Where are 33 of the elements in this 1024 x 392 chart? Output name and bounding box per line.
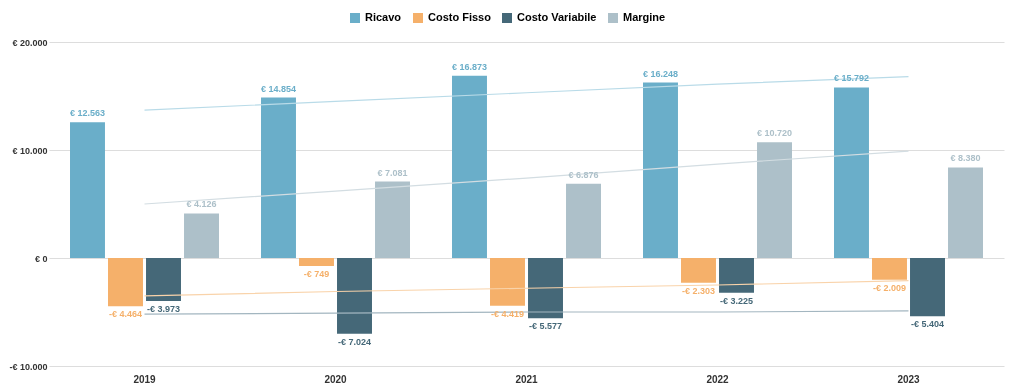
data-label: € 15.792: [833, 73, 870, 84]
data-label: € 16.873: [451, 61, 488, 72]
data-label: € 6.876: [568, 169, 599, 180]
x-tick-label: 2022: [706, 373, 730, 385]
x-tick-label: 2021: [515, 373, 539, 385]
data-label: -€ 2.009: [872, 282, 907, 293]
y-tick-label: € 10.000: [12, 145, 48, 156]
y-tick-label: € 0: [34, 253, 48, 264]
data-label: € 12.563: [69, 108, 106, 119]
data-label: € 7.081: [377, 167, 408, 178]
data-label: -€ 3.225: [719, 295, 754, 306]
legend-label: Costo Fisso: [428, 11, 492, 23]
data-label: -€ 5.404: [910, 319, 945, 330]
data-label: -€ 5.577: [528, 321, 563, 332]
x-tick-label: 2023: [897, 373, 921, 385]
legend-label: Costo Variabile: [517, 11, 597, 23]
data-label: -€ 7.024: [337, 336, 372, 347]
legend-label: Margine: [623, 11, 666, 23]
data-label: -€ 4.464: [108, 309, 143, 320]
data-label: -€ 749: [303, 269, 330, 280]
data-label: € 8.380: [950, 153, 981, 164]
data-label: € 4.126: [186, 199, 217, 210]
data-label: € 16.248: [642, 68, 679, 79]
legend-label: Ricavo: [365, 11, 402, 23]
x-tick-label: 2019: [133, 373, 157, 385]
y-tick-label: € 20.000: [12, 37, 48, 48]
data-label: -€ 3.973: [146, 303, 181, 314]
y-tick-label: -€ 10.000: [9, 361, 48, 372]
data-label: -€ 2.303: [681, 285, 716, 296]
data-label: € 14.854: [260, 83, 297, 94]
data-label: -€ 4.419: [490, 308, 525, 319]
x-tick-label: 2020: [324, 373, 348, 385]
data-label: € 10.720: [756, 128, 793, 139]
